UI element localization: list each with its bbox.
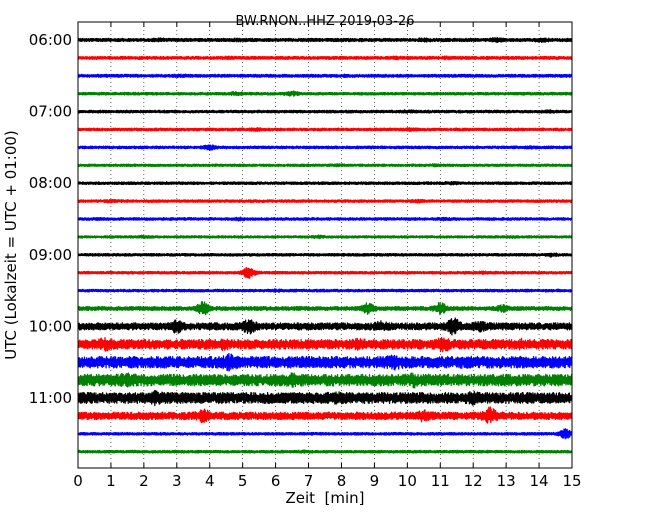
seismic-trace <box>78 288 572 293</box>
y-axis-label: UTC (Lokalzeit = UTC + 01:00) <box>2 130 20 360</box>
seismic-trace <box>78 317 572 336</box>
seismic-trace <box>78 73 572 79</box>
seismic-trace <box>78 198 572 204</box>
y-tick-label: 10:00 <box>29 317 72 335</box>
seismic-trace <box>78 301 572 316</box>
seismic-trace <box>78 216 572 222</box>
x-axis-ticks: 0 1 2 3 4 5 6 7 8 9 10 11 12 13 14 15 <box>73 22 582 490</box>
seismic-trace <box>78 428 572 440</box>
x-tick-label: 1 <box>106 472 116 490</box>
x-tick-label: 11 <box>431 472 450 490</box>
y-tick-label: 08:00 <box>29 174 72 192</box>
seismic-trace <box>78 163 572 168</box>
seismic-trace <box>78 337 572 353</box>
x-tick-label: 8 <box>337 472 347 490</box>
y-tick-label: 06:00 <box>29 31 72 49</box>
plot-frame <box>77 21 573 469</box>
x-tick-label: 2 <box>139 472 149 490</box>
y-tick-label: 11:00 <box>29 389 72 407</box>
seismic-trace <box>78 266 572 279</box>
seismic-trace <box>78 144 572 151</box>
seismic-trace <box>78 234 572 240</box>
y-tick-label: 09:00 <box>29 246 72 264</box>
x-tick-label: 6 <box>271 472 281 490</box>
x-tick-label: 3 <box>172 472 182 490</box>
seismic-trace <box>78 90 572 97</box>
seismic-trace <box>78 126 572 133</box>
y-tick-label: 07:00 <box>29 103 72 121</box>
x-tick-label: 15 <box>562 472 581 490</box>
x-tick-label: 10 <box>398 472 417 490</box>
x-axis-label: Zeit [min] <box>285 489 364 507</box>
x-tick-label: 9 <box>370 472 380 490</box>
x-tick-label: 0 <box>73 472 83 490</box>
seismic-trace <box>78 37 572 44</box>
seismic-trace <box>78 252 572 258</box>
x-tick-label: 13 <box>497 472 516 490</box>
x-tick-label: 5 <box>238 472 248 490</box>
seismic-trace <box>78 109 572 114</box>
seismic-trace <box>78 449 572 454</box>
seismic-trace <box>78 372 572 389</box>
x-tick-label: 7 <box>304 472 314 490</box>
x-tick-label: 12 <box>464 472 483 490</box>
seismic-trace <box>78 352 572 372</box>
y-axis-ticks: 06:00 07:00 08:00 09:00 10:00 11:00 <box>29 31 572 407</box>
seismic-trace <box>78 389 572 407</box>
x-tick-label: 4 <box>205 472 215 490</box>
seismic-trace <box>78 406 572 424</box>
seismic-traces <box>78 37 572 454</box>
seismic-trace <box>78 181 572 186</box>
seismic-trace <box>78 55 572 61</box>
x-tick-label: 14 <box>530 472 549 490</box>
